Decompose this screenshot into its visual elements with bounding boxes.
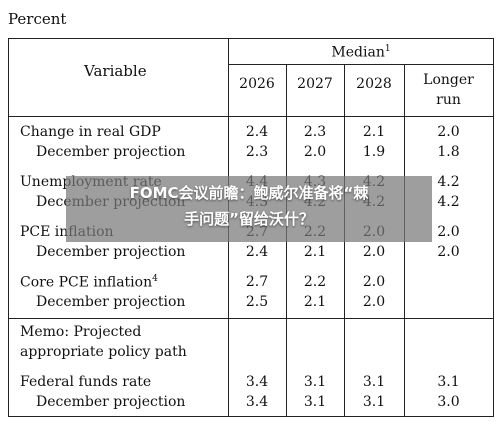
rule-memo (8, 318, 494, 319)
value-cell: 2.0 (303, 144, 327, 160)
footnote-sup: 4 (152, 274, 158, 284)
header-median: Median1 (228, 44, 494, 61)
rule-bottom (8, 416, 494, 417)
value-cell: 3.4 (245, 374, 269, 390)
row-label-text: December projection (36, 294, 186, 310)
value-cell: 3.1 (303, 374, 327, 390)
rule-top (8, 38, 494, 39)
value-cell: 3.1 (437, 374, 460, 390)
header-longer-run-1: Longer (423, 72, 474, 88)
header-median-text: Median (331, 44, 385, 61)
memo-line2: appropriate policy path (20, 344, 187, 360)
header-longer-run-2: run (436, 92, 461, 108)
value-cell: 3.1 (362, 394, 386, 410)
row-label-december-projection: December projection (36, 244, 185, 260)
row-label-december-projection: December projection (36, 294, 185, 310)
value-cell: 1.8 (437, 144, 460, 160)
value-cell: 3.4 (245, 394, 269, 410)
header-year-2028: 2028 (356, 76, 392, 92)
vrule-left (8, 38, 9, 416)
value-cell: 2.7 (245, 274, 269, 290)
percent-label: Percent (8, 10, 67, 28)
value-cell: 2.4 (245, 244, 269, 260)
value-cell: 2.0 (362, 274, 386, 290)
headline-line1: FOMC会议前瞻：鲍威尔准备将“棘 (129, 184, 369, 202)
header-variable: Variable (84, 62, 147, 80)
value-cell: 2.0 (437, 244, 460, 260)
value-cell: 4.2 (437, 194, 460, 210)
value-cell: 2.3 (245, 144, 269, 160)
value-cell: 4.2 (437, 174, 460, 190)
value-cell: 2.0 (437, 224, 460, 240)
rule-header (8, 116, 494, 117)
headline-overlay-band (66, 176, 432, 242)
row-label-text: December projection (36, 244, 186, 260)
row-label-text: December projection (36, 144, 186, 160)
row-label-text: Core PCE inflation (20, 274, 153, 291)
value-cell: 2.4 (245, 124, 269, 140)
row-label-december-projection: December projection (36, 144, 185, 160)
headline-overlay[interactable]: FOMC会议前瞻：鲍威尔准备将“棘 手问题”留给沃什？ (66, 180, 432, 232)
row-label-text: Federal funds rate (20, 374, 152, 390)
value-cell: 2.0 (362, 294, 386, 310)
header-year-2026: 2026 (239, 76, 275, 92)
vrule-right (493, 38, 494, 416)
row-label-text: Change in real GDP (20, 124, 161, 140)
value-cell: 2.3 (303, 124, 327, 140)
row-label: Core PCE inflation4 (20, 274, 158, 291)
value-cell: 2.0 (362, 244, 386, 260)
rule-median (228, 64, 494, 65)
value-cell: 2.5 (245, 294, 269, 310)
value-cell: 2.1 (303, 244, 327, 260)
value-cell: 3.1 (303, 394, 327, 410)
row-label: Federal funds rate (20, 374, 151, 390)
row-label-december-projection: December projection (36, 394, 185, 410)
headline-line2: 手问题”留给沃什？ (184, 210, 314, 228)
header-year-2027: 2027 (297, 76, 333, 92)
row-label-text: December projection (36, 394, 186, 410)
value-cell: 2.0 (437, 124, 460, 140)
row-label: Change in real GDP (20, 124, 161, 140)
header-median-sup: 1 (384, 44, 391, 54)
value-cell: 1.9 (362, 144, 386, 160)
memo-line1: Memo: Projected (20, 324, 142, 340)
value-cell: 2.2 (303, 274, 327, 290)
value-cell: 3.1 (362, 374, 386, 390)
value-cell: 2.1 (303, 294, 327, 310)
value-cell: 3.0 (437, 394, 460, 410)
value-cell: 2.1 (362, 124, 386, 140)
